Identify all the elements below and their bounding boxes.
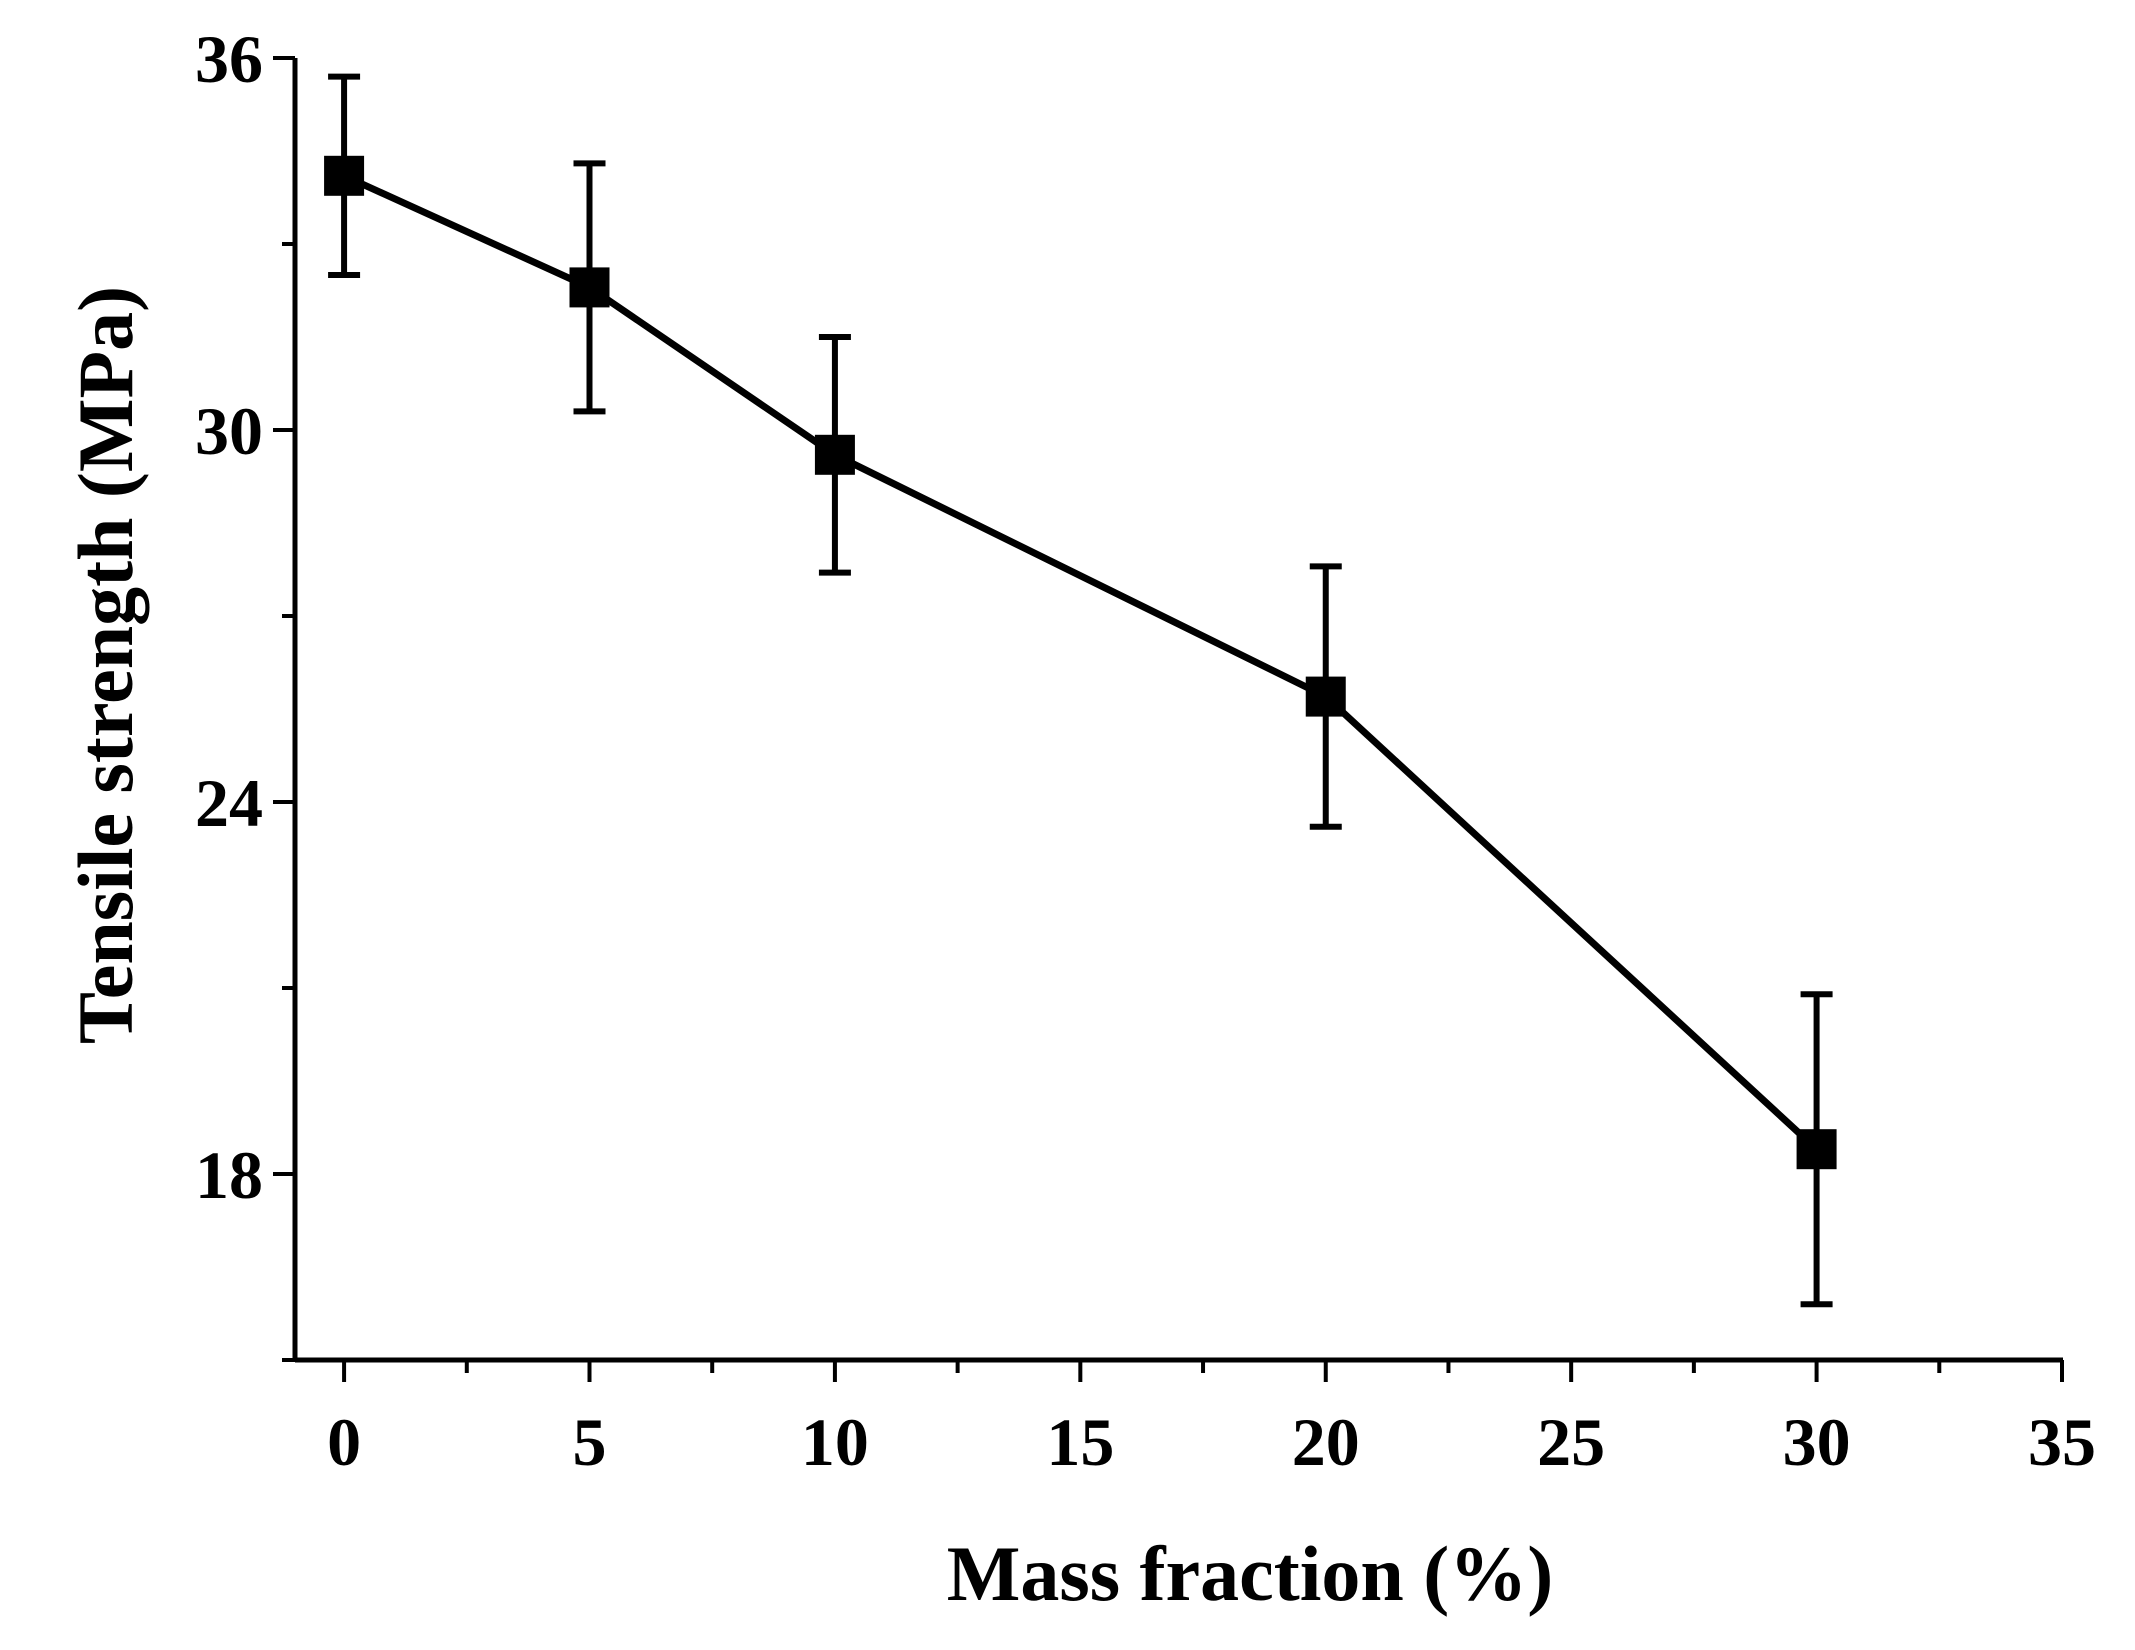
data-point (1796, 1129, 1837, 1170)
y-axis-title: Tensile strength (MPa) (62, 286, 149, 1044)
data-point (814, 434, 855, 475)
x-tick-label: 5 (573, 1404, 607, 1480)
x-tick-label: 10 (801, 1404, 869, 1480)
data-point (569, 267, 610, 308)
data-point (1305, 676, 1346, 717)
x-tick-label: 20 (1292, 1404, 1360, 1480)
y-tick-label: 24 (195, 765, 263, 841)
x-tick-label: 25 (1537, 1404, 1605, 1480)
series-layer (324, 73, 1837, 1308)
y-tick-label: 18 (195, 1137, 263, 1213)
y-tick-label: 30 (195, 393, 263, 469)
series-line (342, 172, 1819, 1152)
y-tick-label: 36 (195, 21, 263, 97)
x-axis-title: Mass fraction (%) (947, 1530, 1554, 1617)
x-tick-label: 35 (2028, 1404, 2096, 1480)
x-tick-label: 0 (327, 1404, 361, 1480)
x-tick-label: 15 (1046, 1404, 1114, 1480)
x-tick-label: 30 (1783, 1404, 1851, 1480)
ticks: 0 5 10 15 20 25 30 35 18 24 30 36 (195, 21, 2096, 1480)
data-point (324, 155, 365, 196)
